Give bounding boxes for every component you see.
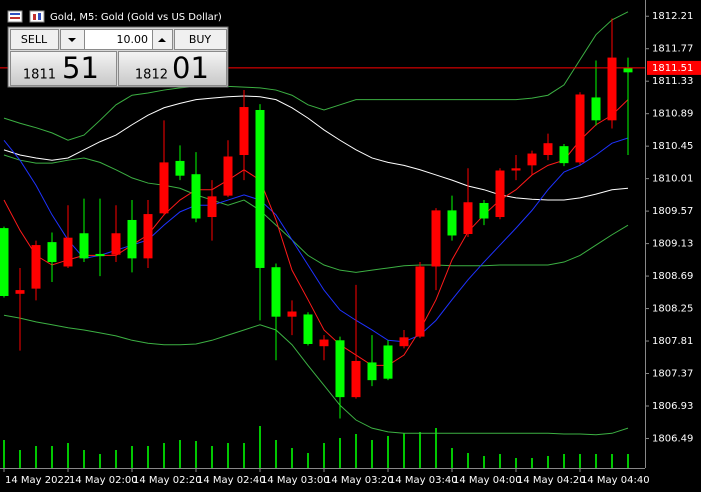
bid-prefix: 1811 — [23, 68, 56, 83]
x-tick-label: 14 May 02:40 — [197, 475, 266, 486]
x-tick-label: 14 May 04:20 — [517, 475, 586, 486]
ask-digits: 01 — [172, 51, 209, 85]
buy-button[interactable] — [174, 29, 227, 50]
buy-label: BUY — [189, 33, 212, 46]
x-tick-label: 14 May 2022 — [5, 475, 70, 486]
candle-body — [143, 214, 153, 259]
candle-body — [591, 97, 601, 121]
candle-body — [607, 57, 617, 121]
title-bar: Gold, M5: Gold (Gold vs US Dollar) — [7, 10, 222, 23]
bid-label-bg — [647, 60, 701, 75]
candle-body — [31, 245, 41, 289]
volume-value: 10.00 — [117, 33, 149, 46]
y-tick-label: 1812.21 — [652, 11, 693, 22]
candle-body — [527, 153, 537, 166]
indicator-line — [3, 137, 629, 343]
candle-body — [95, 253, 105, 257]
candle-body — [495, 170, 505, 218]
candle-body — [479, 202, 489, 219]
x-tick-label: 14 May 02:00 — [69, 475, 138, 486]
chart-title: Gold, M5: Gold (Gold vs US Dollar) — [50, 12, 222, 23]
x-tick-label: 14 May 02:20 — [133, 475, 202, 486]
y-tick-label: 1808.69 — [652, 271, 693, 282]
indicator-line — [3, 314, 629, 436]
indicator-line — [3, 11, 629, 141]
sell-price-box[interactable] — [10, 51, 117, 86]
icon — [38, 13, 41, 20]
y-tick-label: 1809.57 — [652, 206, 693, 217]
x-tick-label: 14 May 03:20 — [325, 475, 394, 486]
candle-body — [543, 143, 553, 156]
sell-label: SELL — [21, 33, 48, 46]
icon — [10, 13, 20, 15]
ask-prefix: 1812 — [135, 68, 168, 83]
icon — [29, 10, 45, 23]
candle-body — [191, 174, 201, 219]
icon — [33, 14, 36, 20]
candle-body — [207, 196, 217, 218]
plot-area — [0, 11, 633, 468]
x-tick-label: 14 May 03:40 — [389, 475, 458, 486]
y-tick-label: 1809.13 — [652, 239, 693, 250]
candle-body — [463, 202, 473, 234]
icon — [10, 17, 20, 19]
candle-body — [63, 237, 73, 267]
candle-body — [127, 219, 137, 259]
indicator-line — [3, 99, 629, 366]
candle-body — [239, 107, 249, 156]
candle-body — [575, 94, 585, 163]
y-tick-label: 1806.93 — [652, 401, 693, 412]
candle-body — [511, 168, 521, 171]
candle-body — [367, 362, 377, 381]
candle-body — [79, 233, 89, 259]
x-tick-label: 14 May 04:00 — [453, 475, 522, 486]
y-tick-label: 1806.49 — [652, 433, 693, 444]
indicator-line — [3, 154, 629, 273]
candle-body — [15, 290, 25, 294]
candle-body — [559, 146, 569, 164]
indicator-line — [3, 95, 629, 201]
arrow-up — [158, 38, 166, 42]
candle-body — [271, 267, 281, 317]
bid-label: 1811.51 — [652, 63, 693, 74]
y-tick-label: 1810.89 — [652, 109, 693, 120]
candle-body — [399, 337, 409, 347]
buy-price-box[interactable] — [118, 51, 227, 86]
candle-body — [287, 311, 297, 317]
bid-digits: 51 — [62, 51, 99, 85]
y-tick-label: 1811.33 — [652, 76, 693, 87]
y-tick-label: 1807.81 — [652, 336, 693, 347]
candle-body — [351, 360, 361, 398]
y-tick-label: 1810.45 — [652, 141, 693, 152]
x-tick-label: 14 May 04:40 — [581, 475, 650, 486]
x-tick-label: 14 May 03:00 — [261, 475, 330, 486]
arrow-down — [68, 38, 76, 42]
sell-button[interactable] — [10, 29, 59, 50]
candle-body — [111, 233, 121, 255]
candle-body — [223, 156, 233, 196]
y-tick-label: 1811.77 — [652, 44, 693, 55]
candle-body — [175, 160, 185, 176]
trade-panel: SELL 10.00 BUY 1811 51 1812 01 — [7, 26, 229, 88]
y-tick-label: 1810.01 — [652, 174, 693, 185]
candle-body — [319, 339, 329, 347]
candle-body — [303, 314, 313, 344]
candle-body — [47, 242, 57, 263]
candle-body — [335, 340, 345, 398]
candle-body — [431, 210, 441, 267]
axes: 1812.21 1811.77 1811.33 1810.89 1810.45 1810.… — [3, 11, 701, 486]
y-tick-label: 1807.37 — [652, 369, 693, 380]
candle-body — [415, 266, 425, 337]
candle-body — [255, 109, 265, 268]
candle-body — [447, 210, 457, 236]
icon — [7, 10, 23, 23]
candle-body — [383, 345, 393, 379]
y-tick-label: 1808.25 — [652, 304, 693, 315]
candle-body — [623, 67, 633, 73]
candle-body — [0, 228, 9, 297]
candle-body — [159, 162, 169, 214]
